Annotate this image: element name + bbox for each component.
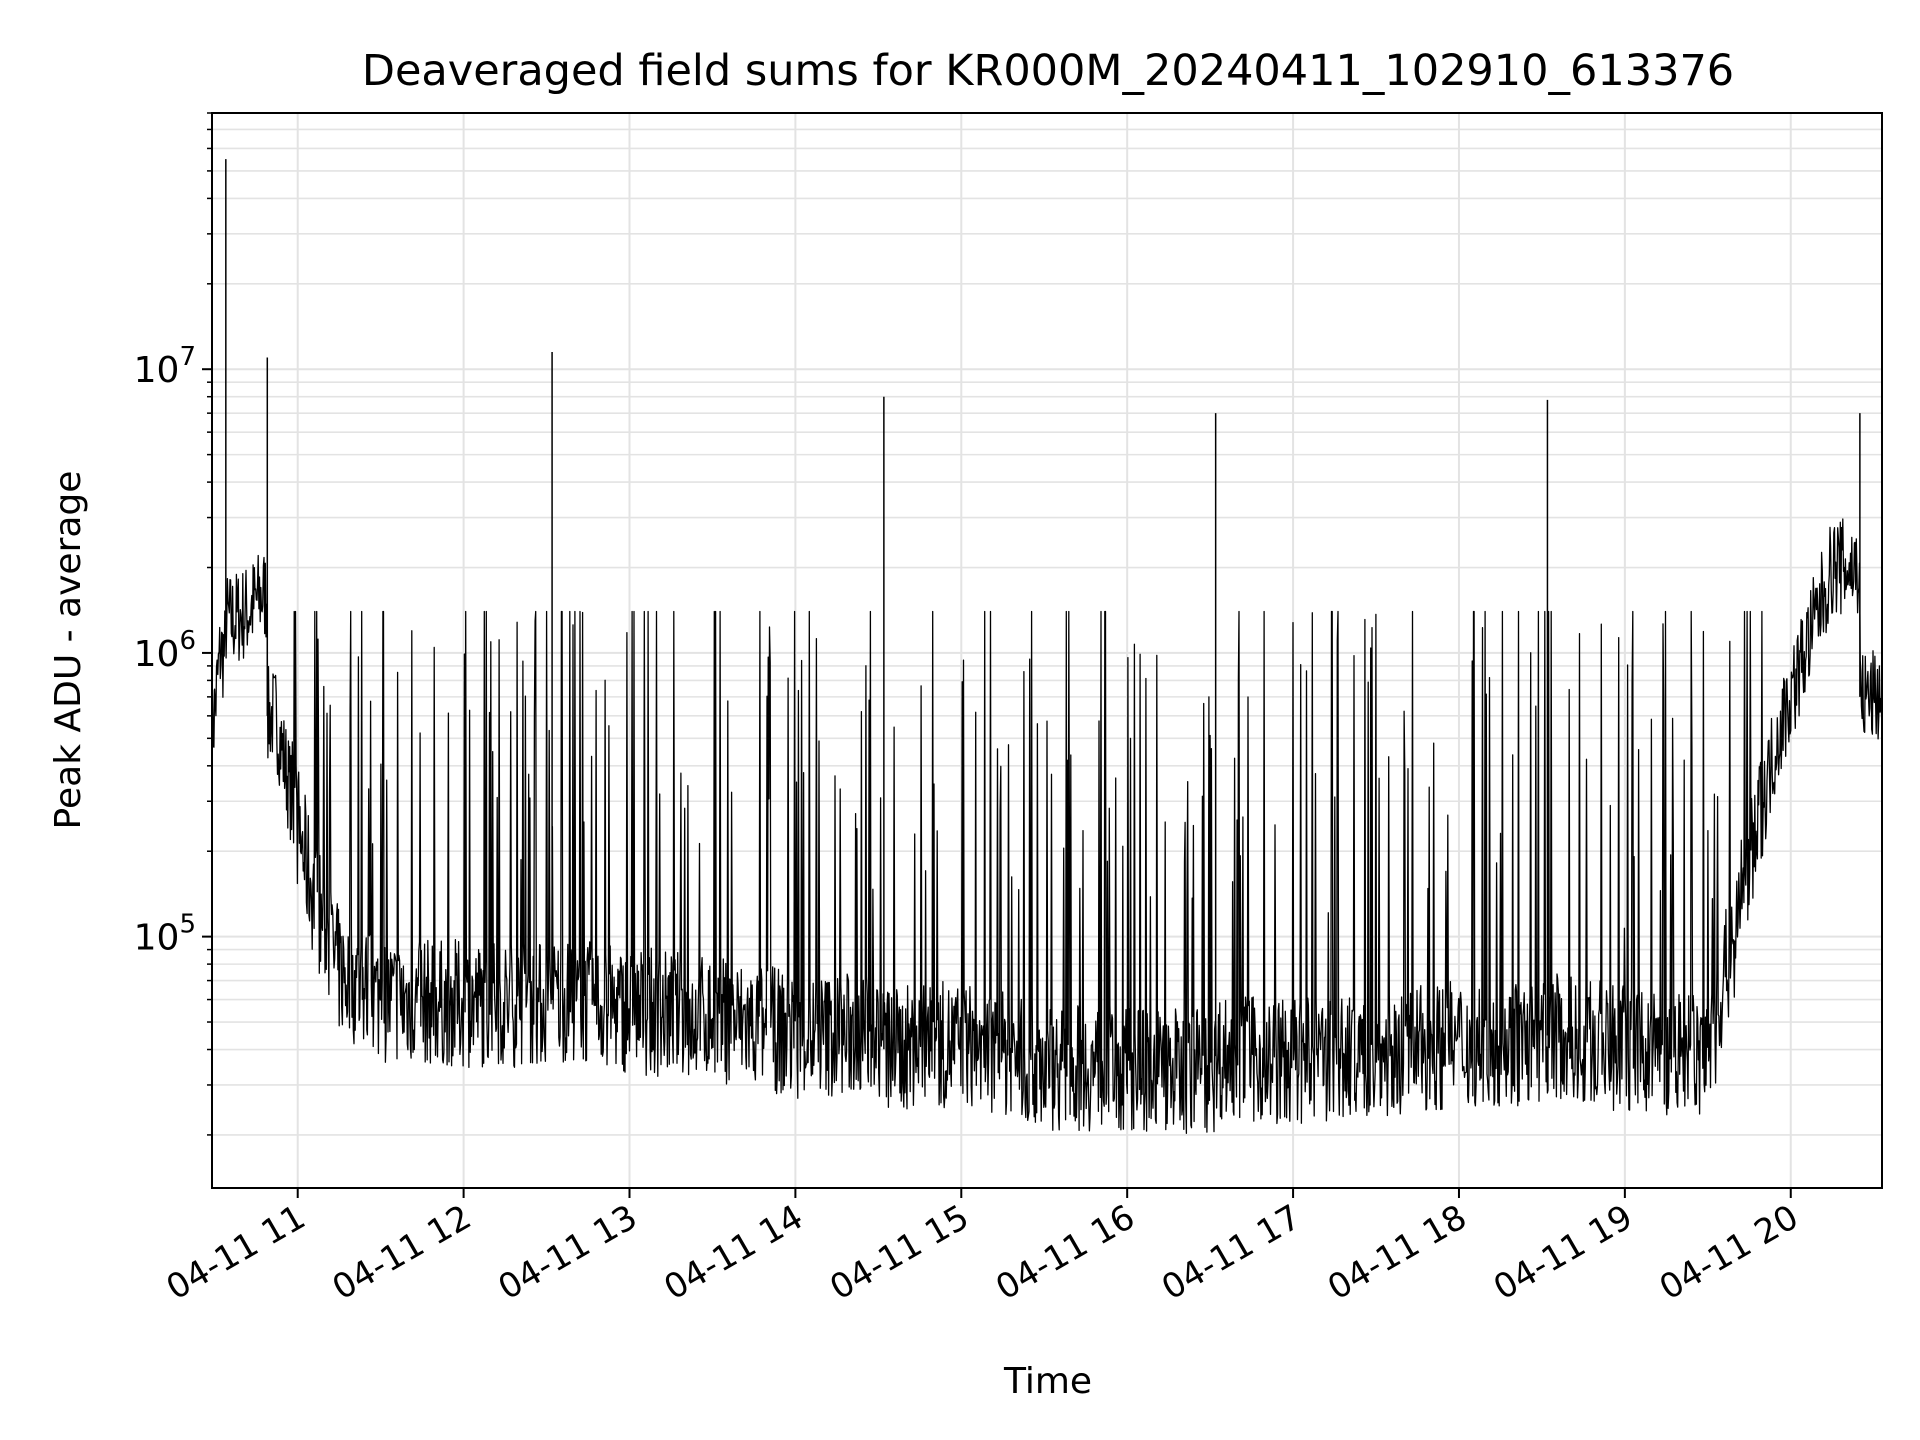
y-tick-base: 10 [134, 350, 180, 391]
y-tick-exponent: 7 [179, 342, 196, 372]
x-axis-label: Time [1003, 1361, 1092, 1402]
y-tick-label: 106 [134, 626, 196, 675]
y-tick-exponent: 6 [179, 626, 196, 656]
y-tick-exponent: 5 [179, 910, 196, 940]
y-axis-label: Peak ADU - average [48, 471, 89, 830]
chart-title: Deaveraged field sums for KR000M_2024041… [362, 46, 1734, 96]
y-tick-label: 105 [134, 910, 196, 959]
series-line-group [211, 159, 1883, 1134]
y-tick-base: 10 [134, 634, 180, 675]
series-line [211, 518, 1883, 1134]
y-tick-label: 107 [134, 342, 196, 391]
y-tick-base: 10 [134, 918, 180, 959]
plot-frame [211, 112, 1883, 1189]
